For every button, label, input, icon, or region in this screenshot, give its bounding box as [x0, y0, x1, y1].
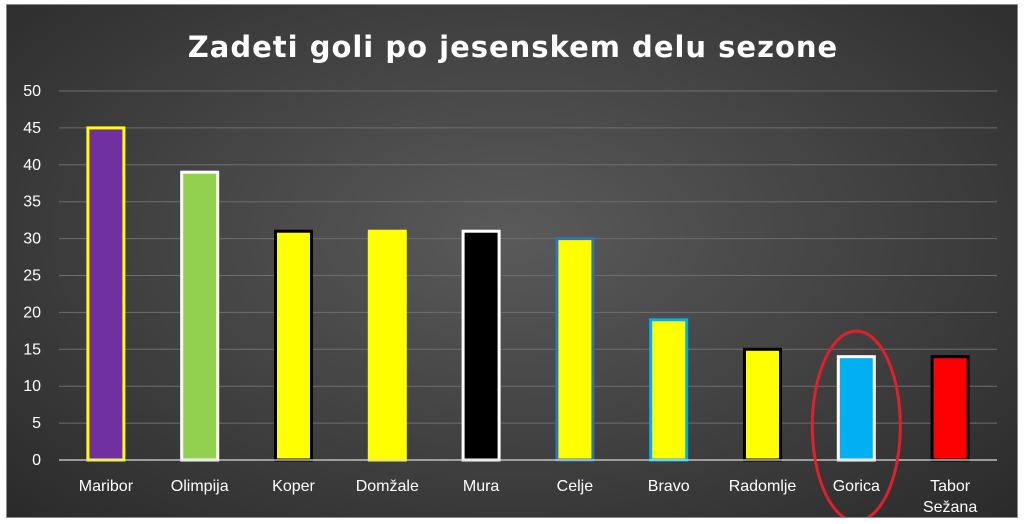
bar-gorica: [836, 355, 876, 462]
x-tick-label: Gorica: [833, 478, 880, 495]
highlight-annotation: [810, 329, 902, 517]
y-tick-label: 50: [23, 83, 41, 100]
y-tick-label: 45: [23, 120, 41, 137]
bar-dom-ale: [367, 229, 407, 462]
y-axis-ticks: 0 5 10 15 20 25 30 35 40 45 50: [23, 83, 41, 469]
x-tick-label: Olimpija: [171, 478, 229, 495]
y-tick-label: 0: [32, 452, 41, 469]
bar-maribor: [86, 126, 126, 462]
bar-chart: Zadeti goli po jesenskem delu sezone 0 5 1…: [23, 30, 997, 517]
bar-radomlje: [743, 347, 782, 462]
bar-tabor-se-ana: [930, 355, 970, 462]
x-tick-label: Mura: [463, 478, 500, 495]
highlight-ellipse: [810, 329, 902, 517]
x-tick-label: Bravo: [648, 478, 690, 495]
y-tick-label: 15: [23, 341, 41, 358]
x-tick-label: Celje: [557, 478, 594, 495]
bar-koper: [274, 229, 313, 462]
y-tick-label: 20: [23, 304, 41, 321]
y-tick-label: 40: [23, 157, 41, 174]
x-tick-label: Domžale: [356, 478, 419, 495]
bar-bravo: [649, 318, 689, 462]
chart-title: Zadeti goli po jesenskem delu sezone: [188, 30, 838, 64]
y-tick-label: 5: [32, 415, 41, 432]
y-tick-label: 30: [23, 231, 41, 248]
bar-olimpija: [180, 170, 220, 462]
y-tick-label: 25: [23, 268, 41, 285]
bar-celje: [555, 237, 595, 462]
x-tick-label: Koper: [272, 478, 315, 495]
x-tick-label: Maribor: [79, 478, 134, 495]
y-tick-label: 35: [23, 194, 41, 211]
x-tick-label: Radomlje: [729, 478, 797, 495]
bar-mura: [461, 229, 501, 462]
chart-frame: Zadeti goli po jesenskem delu sezone 0 5 1…: [6, 4, 1018, 518]
y-tick-label: 10: [23, 378, 41, 395]
x-tick-label: Tabor Sežana: [923, 478, 977, 516]
x-axis-labels: Maribor Olimpija Koper Domžale Mura Celje Brav…: [79, 478, 978, 516]
bars: [86, 126, 970, 462]
